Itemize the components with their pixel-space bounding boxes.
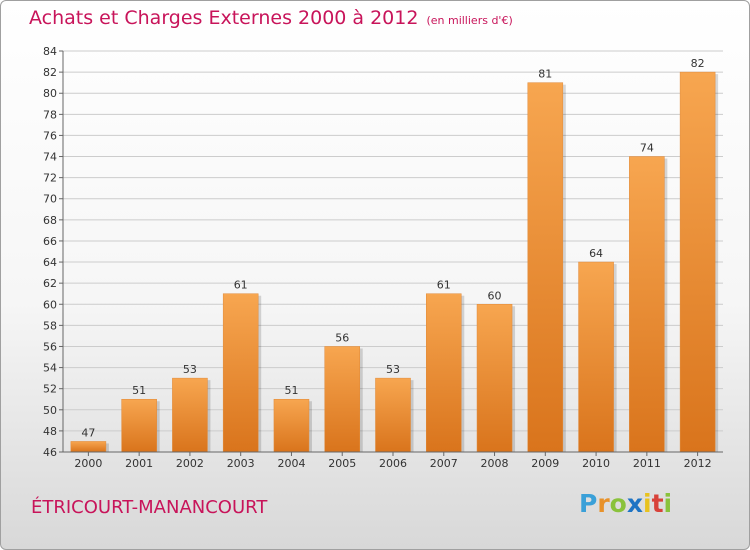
y-tick-label: 66	[43, 235, 57, 248]
bar-2009	[527, 82, 564, 453]
y-tick-label: 70	[43, 193, 57, 206]
bar-2010	[578, 261, 614, 453]
proxiti-logo: Proxiti	[579, 489, 673, 518]
value-label-2006: 53	[386, 363, 400, 376]
bar-2012	[679, 71, 716, 453]
x-tick-label-2007: 2007	[430, 457, 458, 470]
chart-title: Achats et Charges Externes 2000 à 2012 (e…	[29, 7, 513, 29]
value-label-2008: 60	[488, 289, 502, 302]
bar-2008	[476, 304, 513, 453]
y-tick-label: 60	[43, 298, 57, 311]
y-tick-label: 64	[43, 256, 57, 269]
x-tick-label-2008: 2008	[481, 457, 509, 470]
axes: 46 48 50 52 54 56 58 60 62 64 66 68 70 72 74 76 78 80 82 84…	[43, 45, 723, 470]
x-tick-label-2009: 2009	[531, 457, 559, 470]
y-tick-label: 54	[43, 362, 57, 375]
y-tick-label: 78	[43, 108, 57, 121]
chart-subtitle: (en milliers d'€)	[426, 14, 513, 27]
bar-2007	[426, 293, 462, 453]
x-tick-label-2005: 2005	[328, 457, 356, 470]
bar-2000	[70, 441, 107, 453]
y-tick-label: 50	[43, 404, 57, 417]
y-tick-label: 74	[43, 151, 57, 164]
value-label-2010: 64	[589, 247, 603, 260]
value-label-2012: 82	[691, 57, 705, 70]
y-tick-label: 68	[43, 214, 57, 227]
y-tick-label: 58	[43, 319, 57, 332]
value-label-2004: 51	[284, 384, 298, 397]
value-label-2007: 61	[437, 279, 451, 292]
value-label-2000: 47	[81, 426, 95, 439]
bar-2005	[324, 346, 360, 453]
value-labels: 47 51 53 61 51 56 53 61 60 81 64 74 82	[81, 57, 704, 439]
value-label-2011: 74	[640, 142, 654, 155]
bar-2002	[172, 377, 208, 453]
x-tick-label-2006: 2006	[379, 457, 407, 470]
x-tick-label-2010: 2010	[582, 457, 610, 470]
y-tick-label: 82	[43, 66, 57, 79]
y-tick-label: 76	[43, 129, 57, 142]
y-tick-label: 48	[43, 425, 57, 438]
bars	[70, 71, 719, 453]
x-tick-label-2001: 2001	[125, 457, 153, 470]
y-tick-label: 84	[43, 45, 57, 58]
chart-title-text: Achats et Charges Externes 2000 à 2012	[29, 7, 419, 29]
y-tick-label: 80	[43, 87, 57, 100]
x-tick-label-2012: 2012	[684, 457, 712, 470]
value-label-2002: 53	[183, 363, 197, 376]
bar-2003	[222, 293, 259, 453]
value-label-2001: 51	[132, 384, 146, 397]
bar-2001	[121, 398, 157, 453]
y-tick-label: 56	[43, 340, 57, 353]
value-label-2009: 81	[538, 68, 552, 81]
x-tick-label-2004: 2004	[277, 457, 305, 470]
value-label-2005: 56	[335, 331, 349, 344]
x-tick-label-2000: 2000	[74, 457, 102, 470]
x-tick-label-2011: 2011	[633, 457, 661, 470]
y-tick-label: 72	[43, 172, 57, 185]
bar-2011	[629, 156, 665, 453]
x-tick-label-2003: 2003	[227, 457, 255, 470]
value-label-2003: 61	[234, 279, 248, 292]
y-tick-label: 52	[43, 383, 57, 396]
x-tick-label-2002: 2002	[176, 457, 204, 470]
town-name: ÉTRICOURT-MANANCOURT	[31, 497, 268, 518]
y-tick-label: 46	[43, 446, 57, 459]
bar-2004	[273, 398, 310, 453]
bar-2006	[375, 377, 411, 453]
y-tick-label: 62	[43, 277, 57, 290]
